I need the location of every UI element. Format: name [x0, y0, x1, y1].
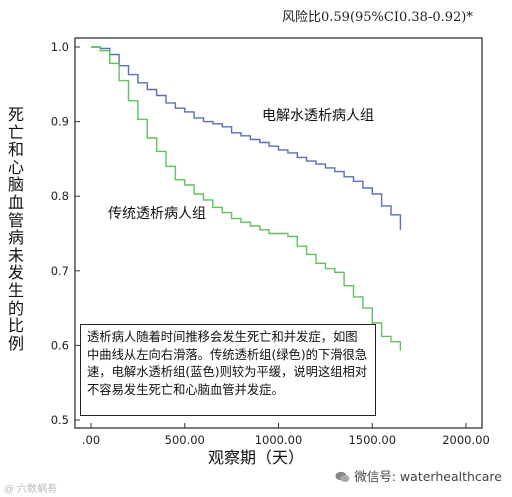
- x-tick-label: 500.00: [165, 433, 205, 447]
- wechat-icon: [335, 471, 350, 483]
- y-tick-label: 0.5: [51, 413, 69, 427]
- x-tick-label: 1500.00: [348, 433, 396, 447]
- y-tick-label: 0.8: [51, 189, 69, 203]
- x-axis-label: 观察期（天）: [207, 448, 304, 467]
- y-tick-label: 0.7: [51, 264, 69, 278]
- series-line-traditional: [91, 46, 402, 351]
- y-tick-label: 0.6: [51, 338, 69, 352]
- y-tick-label: 0.9: [51, 115, 69, 129]
- series-line-electrolyzed: [91, 46, 402, 230]
- x-tick-label: 1000.00: [255, 433, 303, 447]
- y-axis-label: 死亡和心脑血管病未发生的比例: [8, 105, 25, 353]
- annotation-box: 透析病人随着时间推移会发生死亡和并发症，如图中曲线从左向右滑落。传统透析组(绿色…: [80, 324, 376, 416]
- hazard-ratio-text: 风险比0.59(95%CI0.38-0.92)*: [282, 10, 473, 25]
- watermark: @ 六数蜗有: [4, 484, 58, 495]
- wechat-text: 微信号: waterhealthcare: [354, 469, 502, 484]
- series-label-traditional: 传统透析病人组: [108, 206, 206, 222]
- wechat-id: 微信号: waterhealthcare: [335, 466, 502, 485]
- x-tick-label: .00: [82, 433, 100, 447]
- series-label-electrolyzed: 电解水透析病人组: [262, 108, 374, 124]
- y-tick-label: 1.0: [51, 40, 69, 54]
- x-tick-label: 2000.00: [442, 433, 490, 447]
